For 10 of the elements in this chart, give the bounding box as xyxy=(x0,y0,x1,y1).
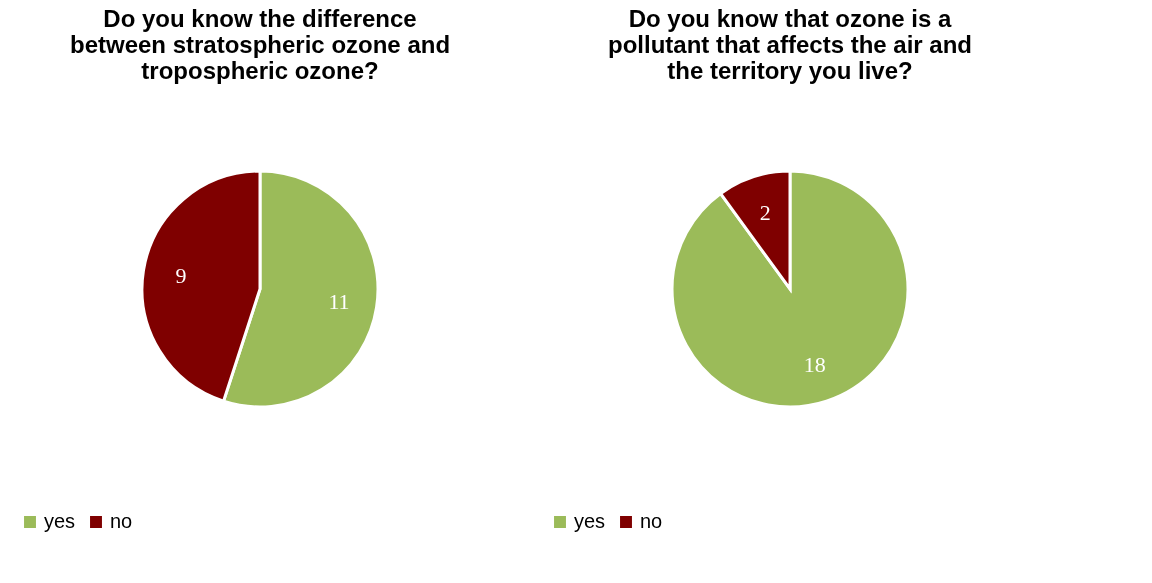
legend-label: yes xyxy=(574,510,606,532)
data-label: 11 xyxy=(328,288,350,314)
chart-title: Do you know that ozone is a pollutant that affects the air and the territory you live? xyxy=(607,5,973,84)
chart-title: Do you know the difference between stratospheric ozone and tropospheric ozone? xyxy=(69,5,451,84)
legend-label: no xyxy=(640,510,663,532)
data-label: 9 xyxy=(175,263,187,289)
data-label: 18 xyxy=(803,352,826,378)
legend-label: no xyxy=(110,510,133,532)
data-label: 2 xyxy=(759,199,771,225)
legend-label: yes xyxy=(44,510,76,532)
